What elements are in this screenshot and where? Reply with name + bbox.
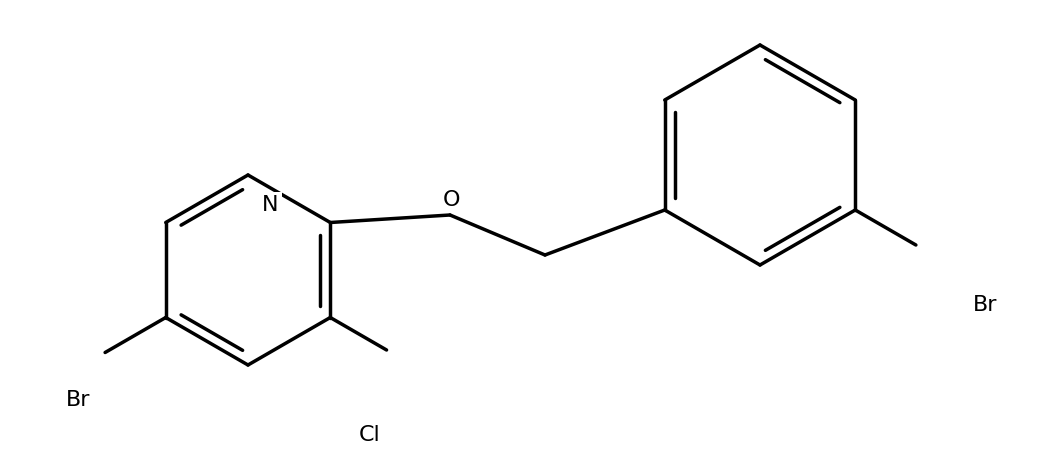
Text: O: O <box>444 190 461 210</box>
Text: Cl: Cl <box>359 425 380 445</box>
Text: N: N <box>261 195 278 215</box>
Text: Br: Br <box>973 295 997 315</box>
Text: Br: Br <box>65 390 91 410</box>
